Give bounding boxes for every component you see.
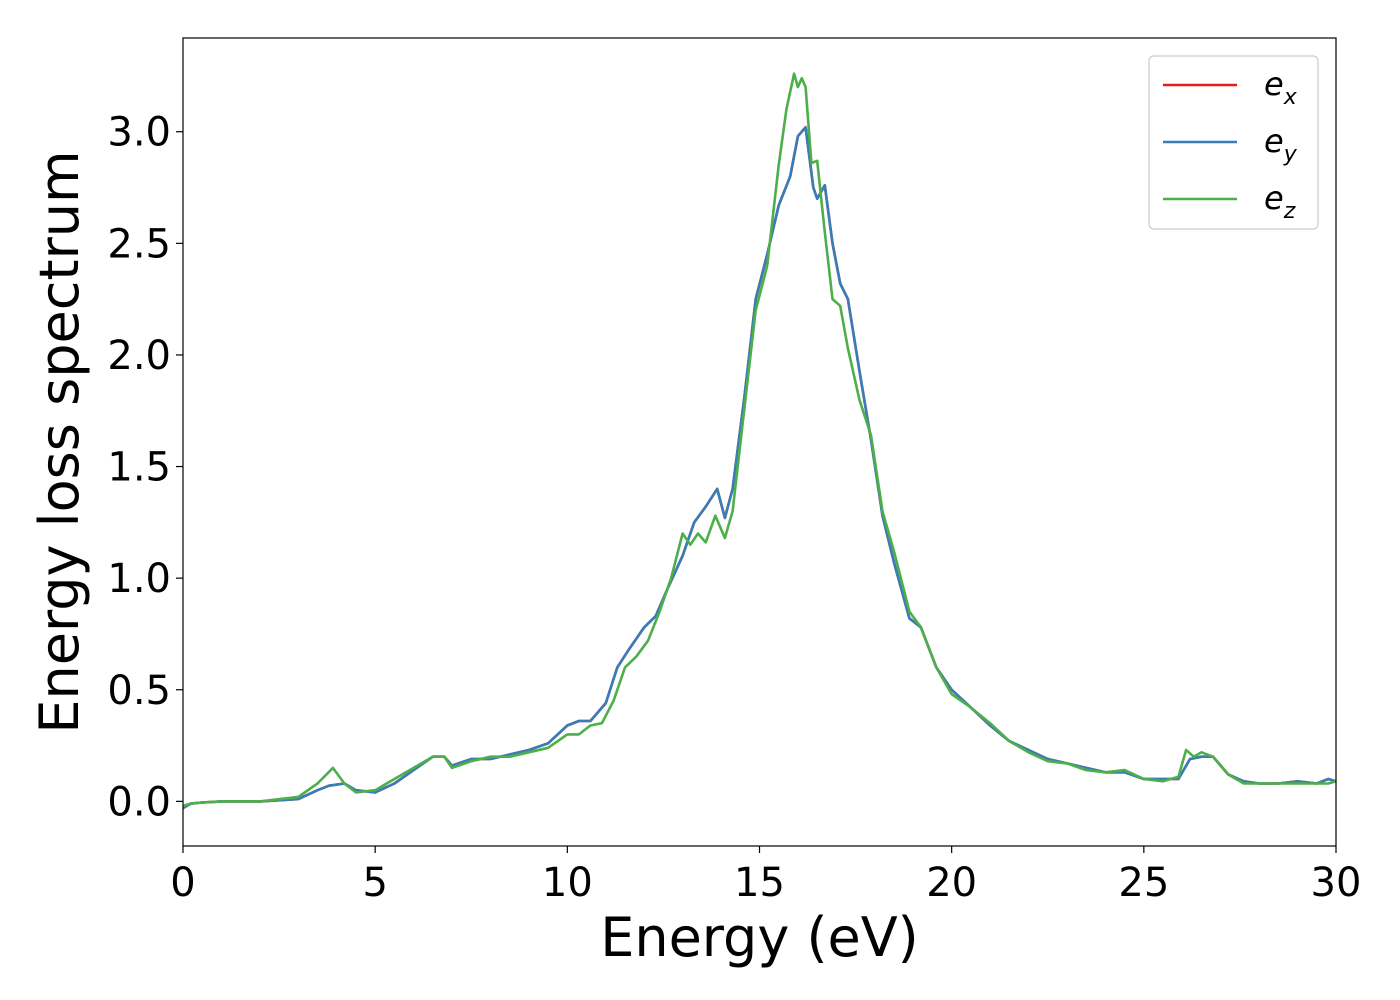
- y-tick-label: 3.0: [107, 110, 171, 156]
- legend: ex ey ez: [1148, 55, 1319, 230]
- series-line-z: [183, 72, 1336, 808]
- x-tick-label: 0: [170, 860, 195, 906]
- legend-label-x: ex: [1264, 65, 1298, 110]
- y-tick-label: 2.0: [107, 333, 171, 379]
- y-tick-label: 1.5: [107, 445, 171, 491]
- legend-label-y: ey: [1264, 122, 1298, 167]
- x-tick-label: 25: [1118, 860, 1169, 906]
- y-tick-label: 2.5: [107, 221, 171, 267]
- x-tick-label: 30: [1311, 860, 1362, 906]
- y-tick-label: 1.0: [107, 556, 171, 602]
- ticks: 0 5 10 15 20 25 30 0.0 0.5 1.0 1.5 2.0 2.5 3.0: [107, 110, 1361, 906]
- x-tick-label: 20: [926, 860, 977, 906]
- y-tick-label: 0.0: [107, 779, 171, 825]
- x-tick-label: 10: [542, 860, 593, 906]
- legend-label-z: ez: [1264, 179, 1296, 224]
- x-tick-label: 15: [734, 860, 785, 906]
- x-tick-label: 5: [362, 860, 387, 906]
- x-axis-title: Energy (eV): [600, 906, 919, 969]
- y-axis-title: Energy loss spectrum: [28, 150, 91, 733]
- y-tick-label: 0.5: [107, 668, 171, 714]
- plot-area: [183, 72, 1336, 810]
